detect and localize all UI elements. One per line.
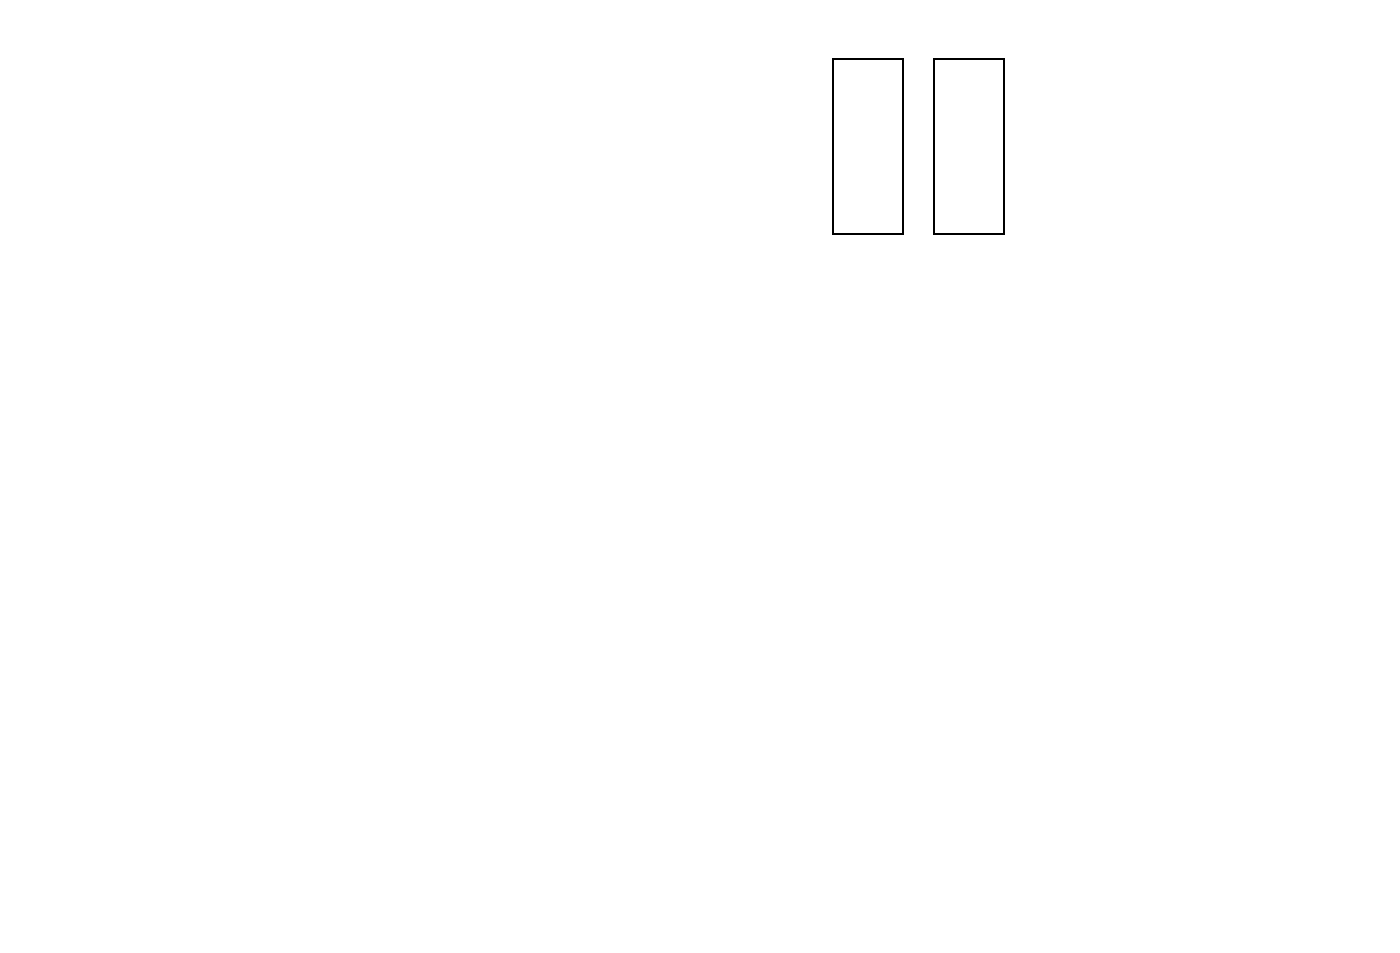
withsky-image [832, 58, 904, 235]
full-spectrum-plot [81, 348, 1309, 448]
bottom-separator-bar [95, 943, 1332, 952]
line-fit-zoom-plot [1040, 50, 1302, 232]
header-meta [1286, 4, 1334, 49]
cleanimage-image [933, 58, 1005, 235]
